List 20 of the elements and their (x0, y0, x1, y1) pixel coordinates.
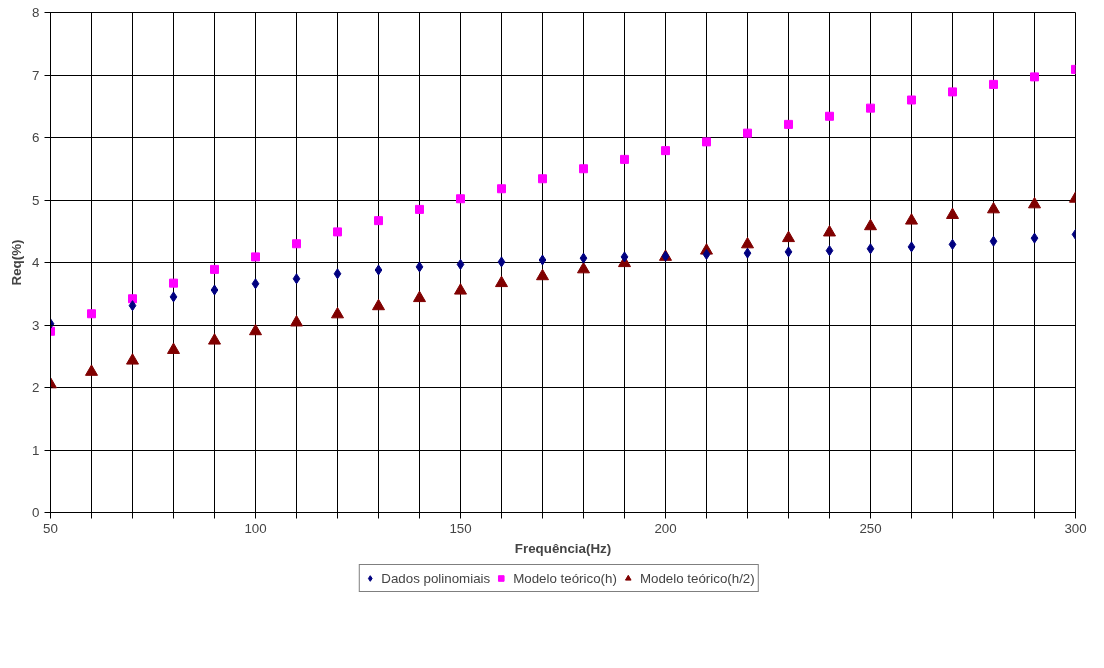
y-tick-label: 8 (32, 5, 40, 20)
legend-label: Modelo teórico(h) (513, 570, 617, 586)
legend-label: Modelo teórico(h/2) (639, 570, 755, 586)
x-axis-title: Frequência(Hz) (514, 540, 612, 556)
y-tick-label: 1 (32, 442, 40, 458)
y-tick-label: 6 (32, 130, 40, 145)
y-tick-label: 5 (32, 192, 40, 208)
x-tick-label: 50 (43, 520, 58, 536)
x-tick-label: 300 (1064, 520, 1087, 536)
x-tick-label: 250 (859, 520, 882, 536)
legend-label: Dados polinomiais (381, 570, 491, 586)
y-tick-label: 2 (32, 380, 40, 395)
y-tick-label: 0 (32, 505, 40, 520)
y-tick-label: 3 (32, 317, 40, 333)
y-tick-label: 7 (32, 67, 40, 83)
x-tick-label: 200 (654, 520, 677, 536)
x-tick-label: 150 (449, 520, 472, 536)
x-tick-label: 100 (244, 520, 267, 536)
y-axis-title: Req(%) (9, 239, 25, 286)
y-tick-label: 4 (32, 255, 41, 270)
